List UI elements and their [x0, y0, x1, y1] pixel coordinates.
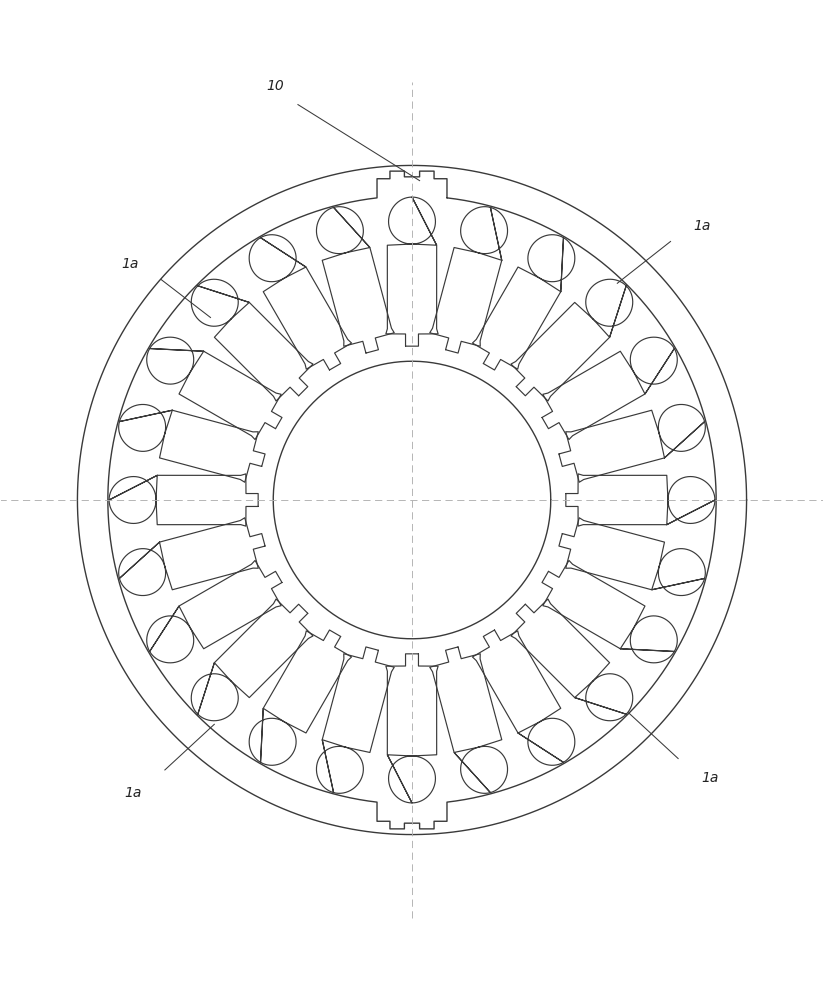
Text: 1a: 1a [124, 786, 142, 800]
Text: 1a: 1a [121, 257, 138, 271]
Text: 1a: 1a [693, 219, 711, 233]
Text: 10: 10 [266, 79, 284, 93]
Text: 1a: 1a [701, 771, 719, 785]
